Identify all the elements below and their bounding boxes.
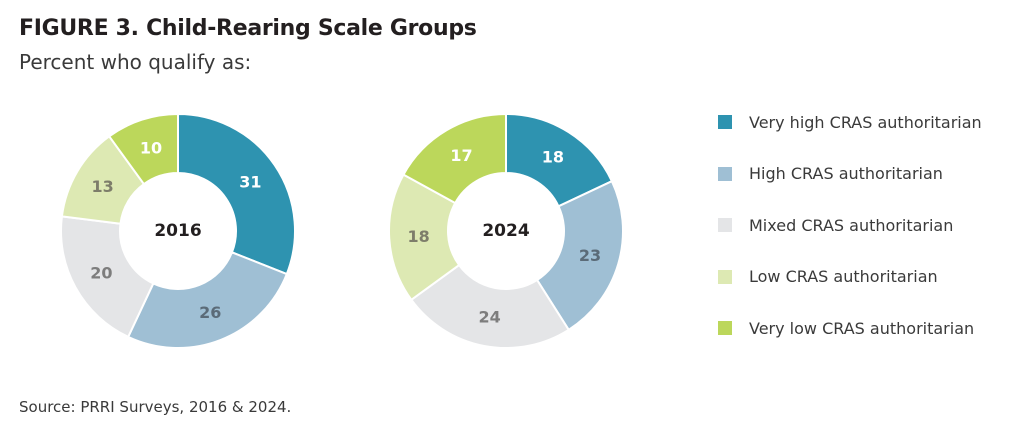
legend-swatch-high: [718, 166, 732, 181]
data-label-very-high: 18: [542, 148, 564, 167]
data-label-low: 18: [408, 227, 430, 246]
legend-label: Very high CRAS authoritarian: [749, 112, 982, 132]
donut-2016: 31 26 20 13 10 2016: [60, 112, 296, 349]
data-label-mixed: 24: [478, 307, 500, 326]
legend-swatch-mixed: [718, 218, 732, 232]
data-label-very-low: 17: [450, 146, 472, 165]
data-label-high: 23: [579, 246, 601, 265]
legend-label: Mixed CRAS authoritarian: [749, 215, 954, 235]
donut-slice-high: [535, 179, 624, 332]
legend-item-low: Low CRAS authoritarian: [718, 260, 982, 294]
donut-slice-mixed: [60, 215, 155, 339]
data-label-low: 13: [92, 177, 114, 196]
data-label-high: 26: [199, 303, 221, 322]
donut-center-label: 2016: [154, 221, 201, 241]
donut-slice-very-low: [107, 112, 179, 186]
page-title: FIGURE 3. Child-Rearing Scale Groups: [19, 16, 477, 41]
legend-item-high: High CRAS authoritarian: [718, 157, 982, 191]
legend-item-very-low: Very low CRAS authoritarian: [718, 311, 982, 345]
legend: Very high CRAS authoritarian High CRAS a…: [718, 105, 982, 363]
legend-item-very-high: Very high CRAS authoritarian: [718, 105, 982, 139]
legend-swatch-low: [718, 269, 732, 284]
data-label-very-low: 10: [140, 138, 162, 157]
data-label-mixed: 20: [90, 264, 112, 283]
source-note: Source: PRRI Surveys, 2016 & 2024.: [19, 398, 292, 416]
donut-center-label: 2024: [482, 221, 529, 241]
legend-swatch-very-low: [718, 321, 732, 335]
donut-slice-high: [126, 251, 289, 349]
legend-label: High CRAS authoritarian: [749, 164, 943, 183]
legend-label: Very low CRAS authoritarian: [749, 318, 975, 338]
donut-2024: 18 23 24 18 17 2024: [388, 112, 624, 349]
data-label-very-high: 31: [239, 172, 261, 191]
donut-slice-mixed: [409, 263, 571, 349]
donut-slice-very-high: [177, 112, 296, 276]
legend-swatch-very-high: [718, 115, 732, 129]
donut-slice-very-low: [402, 112, 507, 205]
legend-item-mixed: Mixed CRAS authoritarian: [718, 208, 982, 242]
page-subtitle: Percent who qualify as:: [19, 50, 252, 74]
legend-label: Low CRAS authoritarian: [749, 267, 938, 286]
